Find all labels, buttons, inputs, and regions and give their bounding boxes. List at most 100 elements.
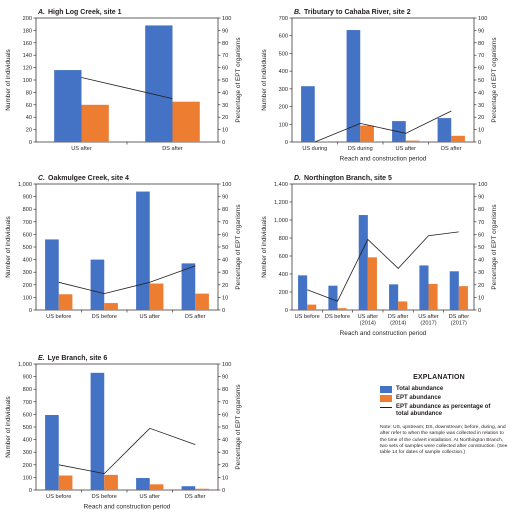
left-axis-label: Number of individuals <box>261 49 268 110</box>
left-tick-label: 400 <box>23 438 32 444</box>
left-axis-label: Number of individuals <box>5 216 12 277</box>
chart-panel-letter: D. <box>294 175 301 182</box>
bar-ept-abundance <box>149 283 164 310</box>
bar-ept-abundance <box>81 104 109 142</box>
x-axis-label: Reach and construction period <box>340 156 427 163</box>
left-tick-label: 40 <box>26 115 32 121</box>
category-label: US before <box>295 314 320 320</box>
right-tick-label: 80 <box>222 207 228 213</box>
category-label: DS after <box>441 146 462 152</box>
right-tick-label: 100 <box>478 182 487 188</box>
left-tick-label: 200 <box>279 290 288 296</box>
left-tick-label: 900 <box>23 375 32 381</box>
legend-swatch-line <box>380 407 392 408</box>
category-label: DS before <box>92 494 117 500</box>
bar-ept-abundance <box>172 101 200 142</box>
right-tick-label: 100 <box>222 182 231 188</box>
legend-item-line: EPT abundance as percentage of total abu… <box>380 404 512 418</box>
right-tick-label: 0 <box>478 308 481 314</box>
left-tick-label: 0 <box>29 308 32 314</box>
left-tick-label: 300 <box>279 87 288 93</box>
right-tick-label: 10 <box>222 475 228 481</box>
legend-label-total: Total abundance <box>396 386 444 392</box>
bar-ept-abundance <box>149 484 164 490</box>
bar-ept-abundance <box>458 286 468 310</box>
right-tick-label: 60 <box>222 66 228 72</box>
left-tick-label: 700 <box>23 400 32 406</box>
bar-total-abundance <box>90 372 105 490</box>
left-tick-label: 800 <box>23 207 32 213</box>
category-label: US after <box>395 146 416 152</box>
bar-total-abundance <box>54 70 82 142</box>
right-tick-label: 100 <box>478 16 487 22</box>
category-label: (2017) <box>451 321 467 327</box>
left-tick-label: 500 <box>23 245 32 251</box>
left-tick-label: 300 <box>23 450 32 456</box>
left-tick-label: 800 <box>279 236 288 242</box>
left-tick-label: 600 <box>23 232 32 238</box>
right-tick-label: 40 <box>222 90 228 96</box>
chart-title-text: Tributary to Cahaba River, site 2 <box>304 9 411 16</box>
bar-total-abundance <box>346 30 361 142</box>
right-tick-label: 20 <box>478 115 484 121</box>
left-tick-label: 0 <box>29 140 32 146</box>
right-tick-label: 30 <box>478 103 484 109</box>
right-tick-label: 80 <box>478 41 484 47</box>
ept-percentage-line <box>314 110 452 143</box>
bar-ept-abundance <box>195 488 209 490</box>
bar-ept-abundance <box>398 301 408 310</box>
category-label: DS after <box>185 494 206 500</box>
chart-title: A. High Log Creek, site 1 <box>37 9 122 16</box>
right-axis-label: Percentage of EPT organisms <box>235 37 242 122</box>
right-tick-label: 100 <box>222 362 231 368</box>
category-label: US before <box>46 314 71 320</box>
right-tick-label: 30 <box>478 270 484 276</box>
x-axis-label: Reach and construction period <box>340 330 427 337</box>
bar-total-abundance <box>419 265 429 310</box>
left-tick-label: 600 <box>23 412 32 418</box>
left-tick-label: 1,000 <box>274 218 288 224</box>
left-tick-label: 0 <box>29 488 32 494</box>
right-tick-label: 10 <box>222 295 228 301</box>
right-tick-label: 20 <box>478 283 484 289</box>
bar-total-abundance <box>45 415 59 490</box>
right-tick-label: 20 <box>222 283 228 289</box>
bar-ept-abundance <box>104 303 118 310</box>
right-tick-label: 50 <box>478 78 484 84</box>
category-label: US after <box>139 314 160 320</box>
right-tick-label: 10 <box>478 295 484 301</box>
bar-total-abundance <box>45 239 59 310</box>
right-tick-label: 0 <box>222 488 225 494</box>
left-tick-label: 600 <box>279 254 288 260</box>
ept-percentage-line <box>81 77 173 99</box>
left-axis-label: Number of individuals <box>5 396 12 457</box>
left-tick-label: 300 <box>23 270 32 276</box>
bar-ept-abundance <box>195 293 209 310</box>
right-tick-label: 50 <box>222 425 228 431</box>
legend: EXPLANATION Total abundance EPT abundanc… <box>380 374 512 456</box>
left-tick-label: 500 <box>279 51 288 57</box>
right-tick-label: 60 <box>478 66 484 72</box>
category-label: DS before <box>92 314 117 320</box>
left-tick-label: 60 <box>26 103 32 109</box>
chart-panel-letter: E. <box>38 355 45 362</box>
right-tick-label: 80 <box>478 207 484 213</box>
bar-total-abundance <box>449 271 459 310</box>
right-tick-label: 70 <box>478 53 484 59</box>
bar-ept-abundance <box>104 474 118 490</box>
left-tick-label: 200 <box>23 283 32 289</box>
left-tick-label: 180 <box>23 28 32 34</box>
bar-total-abundance <box>389 284 399 310</box>
right-tick-label: 30 <box>222 270 228 276</box>
plot-frame <box>35 363 219 491</box>
category-label: DS during <box>348 146 373 152</box>
category-label: DS before <box>325 314 350 320</box>
ept-percentage-line <box>58 427 196 475</box>
right-tick-label: 30 <box>222 103 228 109</box>
chart-title-text: Lye Branch, site 6 <box>48 355 108 362</box>
category-label: (2014) <box>390 321 406 327</box>
